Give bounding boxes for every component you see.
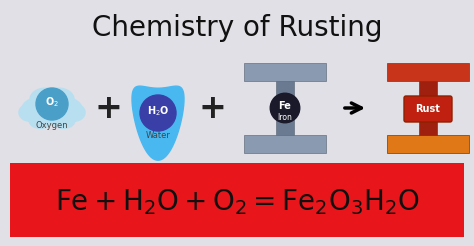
- Ellipse shape: [31, 92, 73, 124]
- Ellipse shape: [34, 100, 70, 125]
- FancyBboxPatch shape: [244, 63, 326, 81]
- Ellipse shape: [22, 98, 54, 123]
- Ellipse shape: [61, 104, 85, 122]
- Circle shape: [140, 95, 176, 131]
- FancyBboxPatch shape: [244, 135, 326, 153]
- Text: +: +: [198, 92, 226, 124]
- Text: Fe: Fe: [279, 101, 292, 111]
- Text: O$_2$: O$_2$: [45, 95, 59, 109]
- Polygon shape: [132, 86, 184, 160]
- Text: Chemistry of Rusting: Chemistry of Rusting: [92, 14, 382, 42]
- Text: +: +: [94, 92, 122, 124]
- Ellipse shape: [29, 113, 52, 128]
- Circle shape: [270, 93, 300, 123]
- Text: Oxygen: Oxygen: [36, 121, 68, 129]
- Ellipse shape: [30, 88, 60, 111]
- FancyBboxPatch shape: [419, 81, 437, 135]
- FancyBboxPatch shape: [387, 63, 469, 81]
- Text: Water: Water: [146, 132, 171, 140]
- Ellipse shape: [52, 113, 75, 128]
- FancyBboxPatch shape: [276, 81, 294, 135]
- Bar: [10, 163, 464, 237]
- Text: H$_2$O: H$_2$O: [146, 104, 169, 118]
- Ellipse shape: [44, 88, 74, 111]
- Ellipse shape: [19, 104, 43, 122]
- FancyBboxPatch shape: [404, 96, 452, 122]
- Circle shape: [36, 88, 68, 120]
- Text: Iron: Iron: [278, 112, 292, 122]
- Text: Rust: Rust: [416, 104, 440, 114]
- FancyBboxPatch shape: [387, 135, 469, 153]
- Ellipse shape: [50, 98, 82, 123]
- Text: $\mathsf{Fe + H_2O + O_2 = Fe_2O_3H_2O}$: $\mathsf{Fe + H_2O + O_2 = Fe_2O_3H_2O}$: [55, 187, 419, 217]
